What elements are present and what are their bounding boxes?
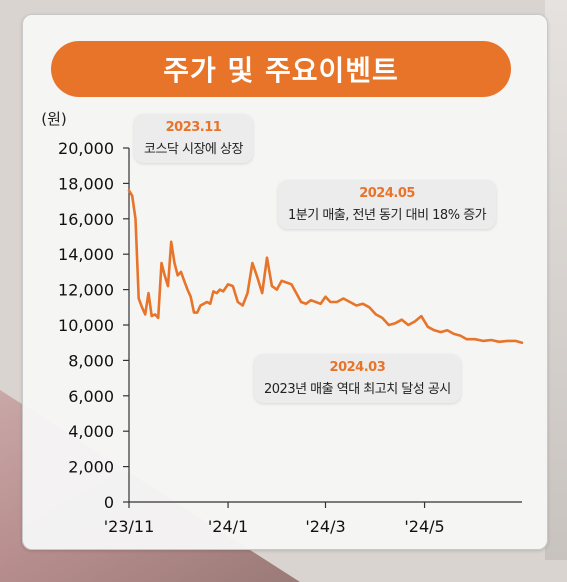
x-tick-label: '23/11: [104, 517, 155, 536]
background-panel: [545, 0, 567, 560]
x-tick-label: '24/5: [404, 517, 444, 536]
chart-title: 주가 및 주요이벤트: [51, 41, 511, 97]
y-tick-label: 0: [104, 493, 114, 512]
annotation-text: 2023년 매출 역대 최고치 달성 공시: [264, 382, 451, 397]
y-tick-label: 6,000: [68, 387, 114, 406]
annotation-text: 1분기 매출, 전년 동기 대비 18% 증가: [288, 208, 487, 223]
annotation-callout-q1: 2024.05 1분기 매출, 전년 동기 대비 18% 증가: [278, 180, 497, 229]
annotation-date: 2024.05: [359, 186, 415, 201]
y-tick-label: 18,000: [58, 174, 114, 193]
annotation-callout-record: 2024.03 2023년 매출 역대 최고치 달성 공시: [254, 354, 461, 403]
x-tick-label: '24/1: [208, 517, 248, 536]
y-tick-label: 12,000: [58, 281, 114, 300]
y-tick-label: 2,000: [68, 458, 114, 477]
x-tick-label: '24/3: [305, 517, 345, 536]
y-tick-label: 20,000: [58, 139, 114, 158]
annotation-date: 2023.11: [165, 120, 222, 135]
annotation-date: 2024.03: [329, 360, 386, 375]
y-axis-unit-label: (원): [41, 110, 67, 128]
y-tick-label: 8,000: [68, 351, 114, 370]
annotation-text: 코스닥 시장에 상장: [144, 142, 243, 157]
annotation-callout-listing: 2023.11 코스닥 시장에 상장: [134, 114, 253, 163]
y-tick-label: 4,000: [68, 422, 114, 441]
y-tick-label: 10,000: [58, 316, 114, 335]
stock-price-line: [127, 189, 524, 344]
y-tick-label: 14,000: [58, 245, 114, 264]
y-tick-label: 16,000: [58, 210, 114, 229]
